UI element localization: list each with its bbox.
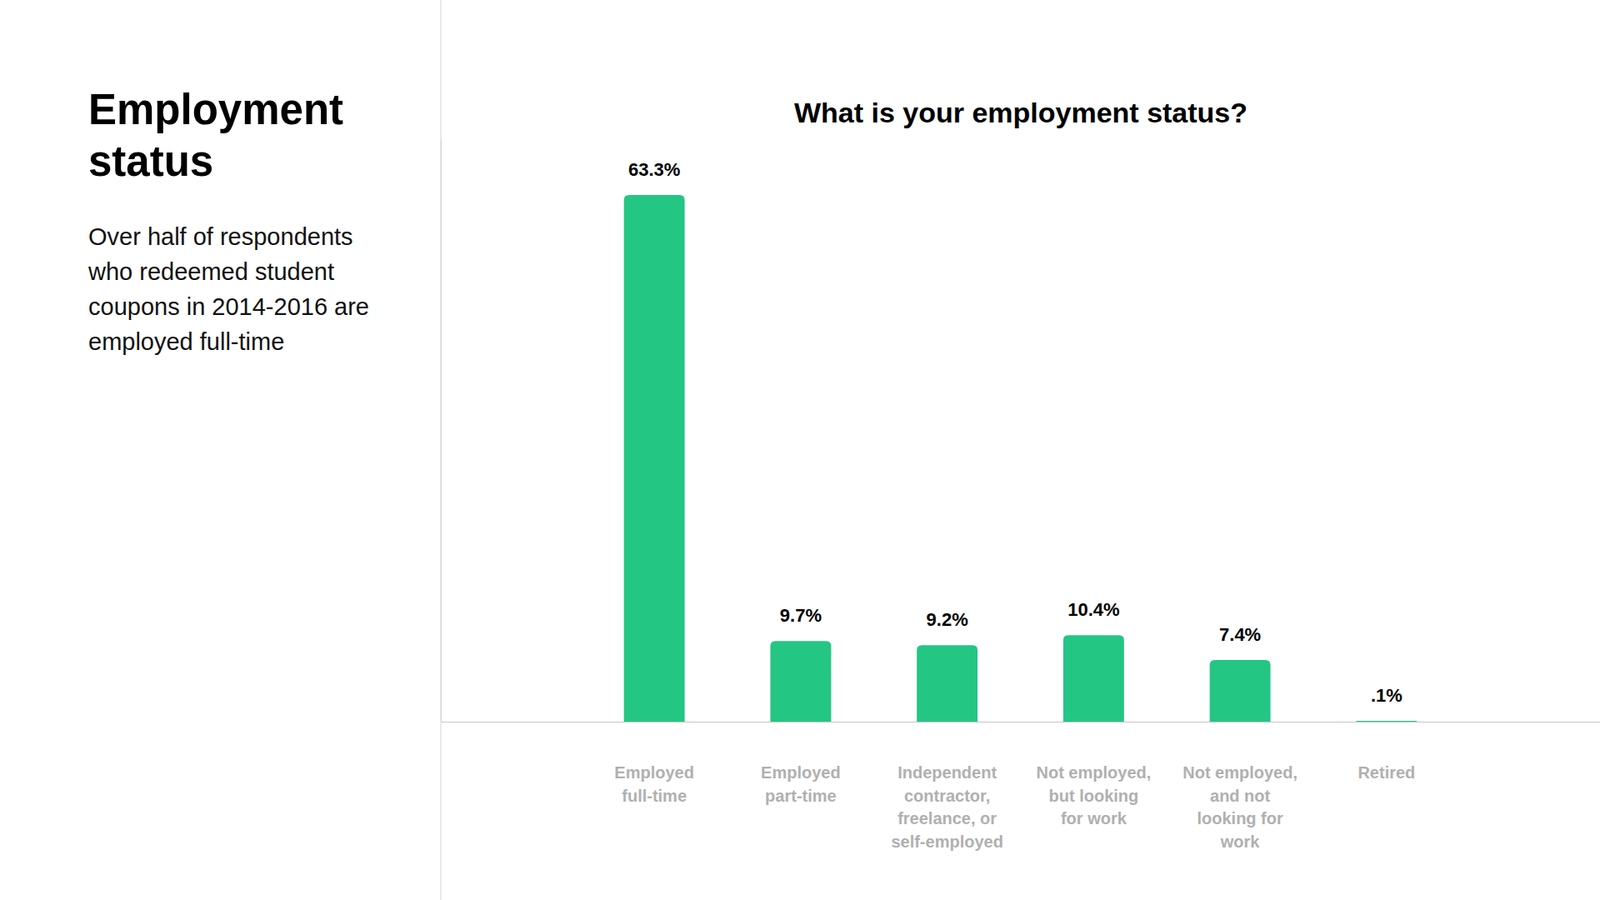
data-label: 9.2% [926, 609, 969, 630]
data-label: 10.4% [1067, 599, 1120, 620]
text-line: Not employed, [1035, 763, 1151, 782]
y-axis [440, 140, 442, 723]
x-tick-label: Not employed, but looking for work [1035, 763, 1151, 828]
text-line: Over half of respondents [88, 223, 354, 250]
bar [624, 195, 685, 722]
x-tick-label: Retired [1357, 763, 1415, 782]
bars [624, 195, 1418, 722]
data-label: 7.4% [1219, 624, 1261, 645]
y-axis-line [440, 140, 442, 723]
x-tick: Employed part-time [760, 763, 841, 805]
x-tick: Not employed, and not looking for work [1182, 763, 1298, 851]
x-tick: Not employed, but looking for work [1035, 763, 1151, 828]
x-axis-line [441, 721, 1600, 723]
x-tick: Employed full-time [614, 763, 695, 805]
panel-divider [440, 0, 442, 900]
text-line: Not employed, [1182, 763, 1298, 782]
text-line: freelance, or [897, 809, 997, 828]
bar [1063, 635, 1125, 722]
text-line: Employment [88, 85, 344, 134]
data-label: 63.3% [628, 159, 680, 180]
bar [1355, 720, 1417, 722]
panel-heading: Employmentstatus [88, 85, 344, 185]
x-tick: Retired [1357, 763, 1415, 782]
x-tick-label: Employed full-time [614, 763, 695, 805]
text-line: coupons in 2014-2016 are [88, 293, 370, 320]
text-line: Employed [614, 763, 695, 782]
text-line: and not [1210, 786, 1271, 805]
text-line: but looking [1048, 786, 1139, 805]
text-line: Independent [897, 763, 997, 782]
bar [770, 640, 831, 722]
text-line: work [1220, 832, 1261, 851]
chart-page: Employmentstatus Over half of respondents… [0, 0, 1600, 900]
bar [1210, 660, 1271, 722]
x-tick-label: Independent contractor, freelance, or self-… [890, 763, 1003, 851]
text-line: Employed [760, 763, 841, 782]
x-tick: Independent contractor, freelance, or self-… [890, 763, 1003, 851]
data-label: 9.7% [780, 605, 822, 626]
x-tick-label: Employed part-time [760, 763, 841, 805]
text-line: contractor, [904, 786, 990, 805]
text-line: full-time [621, 786, 687, 805]
text-line: self-employed [890, 832, 1003, 851]
text-line: who redeemed student [87, 258, 335, 285]
text-line: looking for [1196, 809, 1284, 828]
text-line: for work [1060, 809, 1128, 828]
text-line: status [88, 137, 214, 185]
x-axis: Employed full-time Employed part-time Indepe… [441, 722, 1600, 851]
text-line: part-time [765, 786, 837, 805]
x-tick-label: Not employed, and not looking for work [1182, 763, 1298, 851]
panel-text: Over half of respondents who redeemed stu… [87, 223, 370, 355]
text-line: employed full-time [88, 328, 285, 355]
chart-title: What is your employment status? [794, 96, 1248, 129]
data-labels: 63.3% 9.7% 9.2% 10.4% 7.4% .1% [628, 159, 1403, 706]
bar [916, 645, 978, 722]
text-line: Retired [1357, 763, 1415, 782]
data-label: .1% [1370, 685, 1403, 706]
